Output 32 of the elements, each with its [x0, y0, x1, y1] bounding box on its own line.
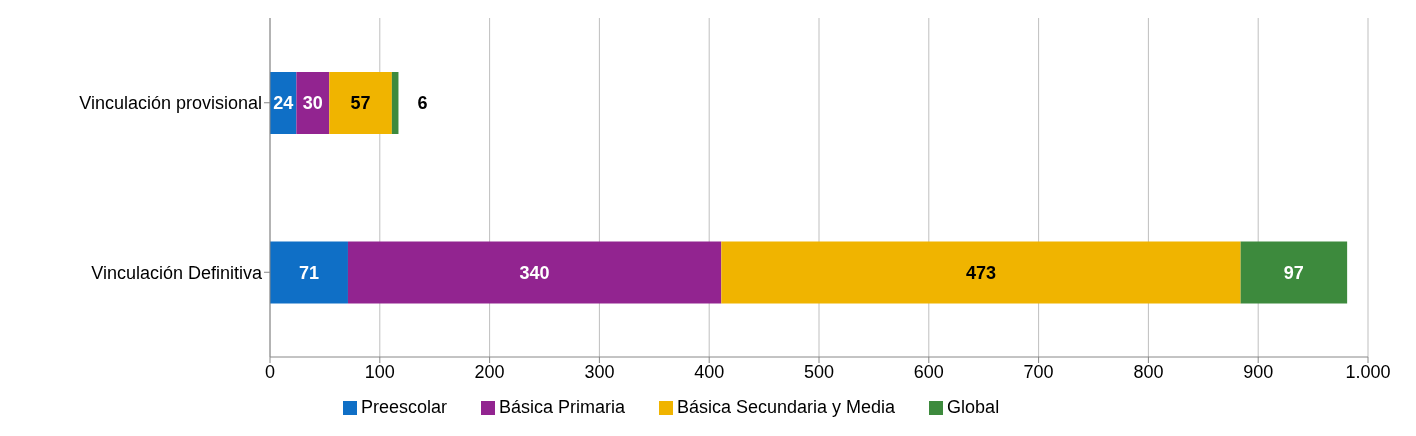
x-tick-label: 900 — [1243, 361, 1274, 382]
data-label: 473 — [965, 262, 996, 283]
data-label: 30 — [302, 93, 323, 113]
x-tick-label: 700 — [1023, 361, 1054, 382]
x-tick-label: 300 — [584, 361, 615, 382]
x-tick-label: 400 — [694, 361, 725, 382]
x-tick-label: 100 — [364, 361, 395, 382]
legend-label: Preescolar — [360, 397, 447, 417]
bar — [347, 241, 722, 304]
bar — [721, 241, 1241, 304]
data-label: 97 — [1283, 262, 1304, 283]
legend-label: Básica Primaria — [498, 397, 625, 417]
x-tick-label: 1.000 — [1345, 361, 1391, 382]
y-tick-label: Vinculación provisional — [79, 93, 262, 114]
bar — [391, 72, 399, 134]
bar — [270, 241, 348, 304]
bar — [296, 72, 330, 134]
data-label: 24 — [273, 93, 294, 113]
x-tick-label: 600 — [913, 361, 944, 382]
bar — [329, 72, 392, 134]
x-tick-label: 0 — [264, 361, 276, 382]
data-label: 57 — [350, 93, 371, 113]
legend-label: Global — [947, 397, 1000, 417]
y-tick-label: Vinculación Definitiva — [91, 262, 263, 283]
bar — [1240, 241, 1348, 304]
legend-label: Básica Secundaria y Media — [676, 397, 896, 417]
data-label: 6 — [417, 93, 428, 113]
x-tick-label: 800 — [1133, 361, 1164, 382]
x-tick-label: 200 — [474, 361, 505, 382]
x-tick-label: 500 — [803, 361, 835, 382]
data-label: 71 — [298, 262, 319, 283]
data-label: 340 — [519, 262, 550, 283]
